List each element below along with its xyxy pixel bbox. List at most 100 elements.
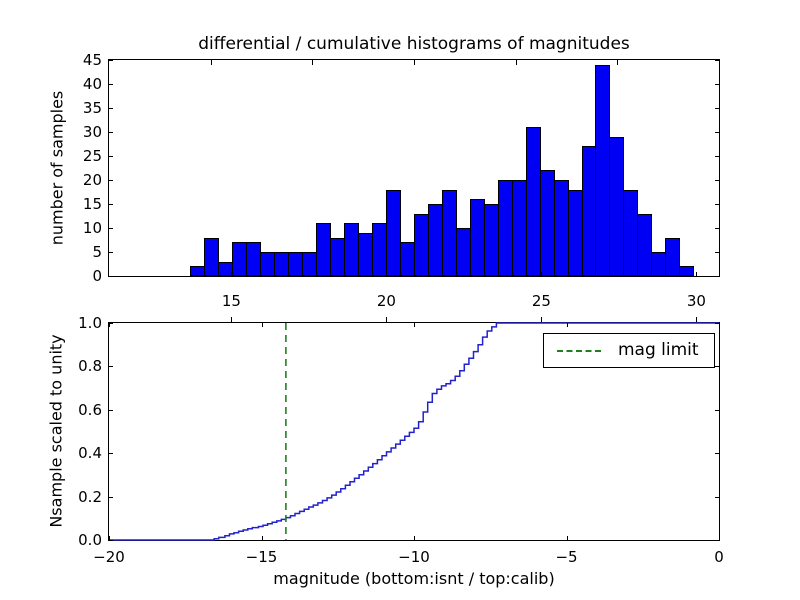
y-tick-label: 0.2 [78, 487, 102, 506]
y-tick [715, 60, 719, 61]
calib-x-tick-label: 30 [686, 292, 706, 310]
y-tick-label: 0 [92, 267, 102, 285]
x-tick [231, 272, 233, 276]
y-tick [109, 204, 113, 205]
y-tick-label: 0.6 [78, 400, 102, 419]
legend-dashed-line-sample [557, 349, 601, 352]
y-tick [715, 84, 719, 85]
x-tick [719, 536, 720, 540]
top-spine-tick [617, 60, 619, 65]
x-tick [261, 323, 263, 327]
x-tick [261, 536, 263, 540]
x-tick-label: −15 [245, 548, 278, 566]
y-tick [715, 156, 719, 157]
y-tick [715, 228, 719, 229]
y-tick-label: 30 [82, 123, 102, 141]
y-tick-label: 35 [82, 99, 102, 117]
y-tick [109, 228, 113, 229]
top-spine-tick [515, 60, 517, 65]
y-tick [109, 84, 113, 85]
top-spine-tick [312, 60, 314, 65]
y-tick [715, 453, 719, 455]
calib-x-tick [541, 317, 543, 322]
y-tick-label: 5 [92, 243, 102, 261]
x-tick-label: 0 [714, 548, 724, 566]
top-spine-tick [414, 60, 415, 65]
x-tick [696, 272, 698, 276]
x-tick-label: −10 [398, 548, 430, 566]
cumulative-curve-canvas [109, 322, 719, 541]
legend-label: mag limit [618, 340, 699, 360]
cumulative-step-curve [109, 322, 719, 541]
x-tick [414, 323, 415, 327]
x-tick-label: −20 [93, 548, 125, 566]
y-tick-label: 0.0 [78, 531, 102, 549]
y-tick-label: 45 [82, 51, 102, 69]
y-tick-label: 40 [82, 75, 102, 93]
y-tick [109, 180, 113, 181]
figure-title: differential / cumulative histograms of … [198, 34, 630, 54]
y-tick [715, 180, 719, 181]
y-tick [715, 252, 719, 253]
bottom-cumulative-plot: mag limit [108, 322, 720, 541]
top-spine-tick [210, 60, 212, 65]
x-tick [414, 536, 415, 540]
x-tick [566, 323, 568, 327]
bottom-plot-ticks [109, 323, 720, 541]
calib-x-tick-label: 25 [531, 292, 551, 310]
y-tick [715, 108, 719, 109]
y-tick [715, 132, 719, 133]
top-y-axis-label: number of samples [47, 90, 67, 246]
y-tick-label: 20 [82, 171, 102, 189]
histogram-bar [385, 189, 401, 276]
bottom-y-axis-label: Nsample scaled to unity [46, 334, 66, 528]
histogram-bar [637, 213, 653, 276]
y-tick [109, 60, 113, 61]
y-tick [109, 409, 113, 411]
y-tick [109, 323, 113, 324]
y-tick [715, 540, 719, 541]
top-plot-ticks [109, 60, 719, 277]
x-tick [109, 323, 110, 327]
y-tick-label: 1.0 [78, 314, 102, 332]
x-axis-label: magnitude (bottom:isnt / top:calib) [273, 569, 555, 588]
legend-box: mag limit [543, 333, 715, 368]
y-tick [715, 496, 719, 498]
x-tick [719, 323, 720, 327]
y-tick [109, 366, 113, 368]
y-tick [715, 409, 719, 411]
x-tick [541, 272, 543, 276]
calib-x-tick [386, 317, 388, 322]
y-tick [109, 276, 113, 277]
y-tick [715, 366, 719, 368]
bars-container [109, 60, 719, 276]
calib-x-tick-label: 20 [376, 292, 396, 310]
top-histogram-plot [108, 59, 720, 277]
histogram-bar [665, 237, 681, 276]
y-tick [715, 323, 719, 324]
y-tick [109, 132, 113, 133]
calib-x-tick-label: 15 [221, 292, 241, 310]
y-tick [109, 453, 113, 455]
y-tick [109, 108, 113, 109]
y-tick-label: 10 [82, 219, 102, 237]
calib-x-tick [231, 317, 233, 322]
histogram-bar [679, 266, 695, 276]
x-tick [386, 272, 388, 276]
y-tick [109, 156, 113, 157]
y-tick-label: 0.4 [78, 444, 102, 463]
x-tick [109, 536, 110, 540]
y-tick [109, 252, 113, 253]
y-tick [715, 276, 719, 277]
y-tick-label: 15 [82, 195, 102, 213]
y-tick [109, 540, 113, 541]
y-tick [715, 204, 719, 205]
histogram-bar [204, 237, 220, 276]
y-tick-label: 0.8 [78, 357, 102, 376]
calib-x-tick [696, 317, 698, 322]
y-tick [109, 496, 113, 498]
x-tick-label: −5 [555, 548, 578, 566]
y-tick-label: 25 [82, 147, 102, 165]
x-tick [566, 536, 568, 540]
